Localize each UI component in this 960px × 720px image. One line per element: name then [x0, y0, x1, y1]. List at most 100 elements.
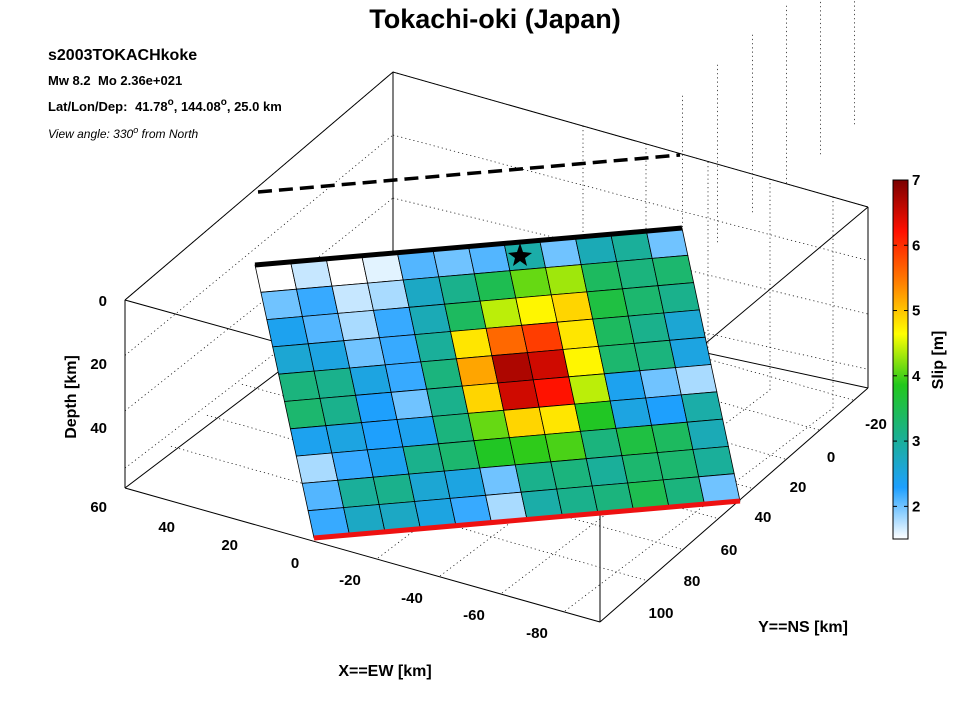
colorbar-tick-label-1: 3	[912, 433, 920, 450]
slip-cell-6-9	[609, 397, 652, 429]
slip-cell-8-4	[443, 467, 487, 499]
slip-cell-5-7	[532, 376, 576, 408]
lon-sep: ,	[227, 99, 234, 114]
slip-cell-5-0	[284, 397, 327, 430]
slip-cell-5-3	[390, 388, 433, 420]
slip-cell-6-6	[503, 406, 546, 439]
magnitude-info: Mw 8.2 Mo 2.36e+021	[48, 73, 182, 88]
slip-cell-1-5	[438, 273, 481, 305]
slip-cell-2-10	[622, 285, 665, 317]
slip-cell-2-2	[337, 309, 380, 342]
slip-cell-4-10	[633, 339, 676, 372]
slip-cell-1-7	[509, 267, 552, 299]
slip-cell-1-11	[651, 254, 695, 287]
location-label: Lat/Lon/Dep:	[48, 99, 127, 114]
slip-cell-2-9	[586, 288, 629, 320]
slip-cell-6-3	[396, 416, 439, 448]
colorbar-tick-label-0: 2	[912, 498, 920, 515]
slip-cell-6-1	[325, 422, 368, 454]
grid-wall-left-3	[124, 262, 394, 469]
slip-cell-4-9	[598, 342, 641, 375]
event-id: s2003TOKACHkoke	[48, 47, 197, 64]
slip-cell-2-1	[301, 312, 345, 345]
colorbar-tick-label-5: 7	[912, 172, 920, 189]
slip-cell-1-0	[260, 288, 303, 321]
slip-cell-7-6	[508, 434, 552, 466]
slip-cell-6-2	[361, 419, 404, 451]
slip-cell-5-1	[319, 394, 362, 427]
colorbar-tick-label-3: 5	[912, 303, 920, 320]
slip-cell-2-4	[408, 303, 451, 336]
x-tick-label-2: -40	[401, 590, 423, 607]
y-tick-label-2: 20	[790, 479, 807, 496]
slip-cell-2-5	[444, 300, 487, 332]
slip-cell-3-11	[663, 309, 706, 341]
hypocenter-star-icon	[508, 243, 532, 266]
slip-cell-7-1	[331, 449, 374, 481]
slip-cell-3-5	[450, 327, 493, 360]
location-info: Lat/Lon/Dep: 41.78o, 144.08o, 25.0 km	[48, 97, 282, 114]
slip-cell-6-11	[680, 391, 724, 423]
x-tick-label-4: -80	[526, 625, 548, 642]
slip-cell-6-8	[574, 400, 617, 432]
fault-bottom-edge	[313, 498, 741, 541]
slip-cell-5-10	[639, 367, 682, 399]
slip-cell-8-7	[550, 458, 593, 490]
fault-top-edge	[254, 225, 683, 268]
slip-cell-8-8	[585, 455, 629, 487]
z-tick-label-2: 40	[90, 420, 107, 437]
slip-cell-1-9	[580, 261, 623, 293]
y-tick-label-4: 60	[721, 542, 738, 559]
view-prefix: View angle: 330	[48, 127, 134, 141]
slip-cell-4-11	[669, 336, 712, 369]
slip-cell-6-5	[467, 409, 510, 442]
slip-cell-4-3	[384, 361, 428, 393]
colorbar	[892, 179, 909, 540]
slip-cell-3-2	[343, 337, 386, 369]
slip-cell-6-0	[289, 425, 333, 457]
x-tick-label-0: 0	[291, 555, 299, 572]
slip-cell-7-3	[402, 443, 445, 475]
slip-cell-7-0	[295, 452, 339, 484]
y-tick-label-5: 80	[684, 573, 701, 590]
slip-cell-1-4	[402, 276, 446, 308]
slip-cell-4-0	[278, 370, 321, 402]
slip-cell-1-3	[367, 279, 410, 311]
slip-cell-8-0	[301, 479, 345, 512]
slip-cell-2-6	[479, 297, 523, 329]
slip-cell-6-4	[432, 412, 475, 445]
view-angle-info: View angle: 330o from North	[48, 125, 199, 141]
slip-cell-8-1	[337, 476, 380, 509]
slip-cell-5-2	[355, 391, 398, 424]
x-tick-label-1: -20	[339, 572, 361, 589]
slip-cell-2-7	[515, 294, 558, 326]
slip-cell-7-5	[473, 437, 516, 469]
y-tick-label-0: -20	[865, 416, 887, 433]
slip-cells	[254, 227, 741, 539]
slip-cell-8-11	[692, 445, 735, 478]
colorbar-label: Slip [m]	[930, 331, 947, 390]
view-suffix: from North	[138, 127, 198, 141]
slip-cell-3-10	[627, 312, 671, 344]
slip-cell-7-4	[437, 440, 481, 472]
view-degree: o	[133, 125, 138, 135]
slip-cell-1-8	[545, 264, 588, 296]
z-tick-label-0: 0	[99, 293, 107, 310]
slip-cell-7-9	[615, 424, 658, 457]
z-tick-label-1: 20	[90, 356, 107, 373]
slip-cell-3-4	[414, 331, 457, 363]
box-front-bottom-left	[124, 487, 601, 623]
floor-tick-label-1: 20	[221, 537, 238, 554]
slip-cell-7-8	[580, 427, 623, 460]
slip-cell-3-3	[378, 334, 422, 366]
slip-cell-5-5	[461, 382, 505, 414]
slip-cell-3-1	[307, 340, 351, 372]
slip-cell-2-11	[657, 282, 700, 314]
slip-cell-8-2	[372, 473, 416, 505]
depth-value: 25.0 km	[234, 99, 282, 114]
magnitude-text: Mw 8.2	[48, 73, 91, 88]
y-axis-label: Y==NS [km]	[758, 619, 848, 636]
slip-cell-2-0	[266, 316, 309, 348]
lon-value: 144.08	[181, 99, 221, 114]
